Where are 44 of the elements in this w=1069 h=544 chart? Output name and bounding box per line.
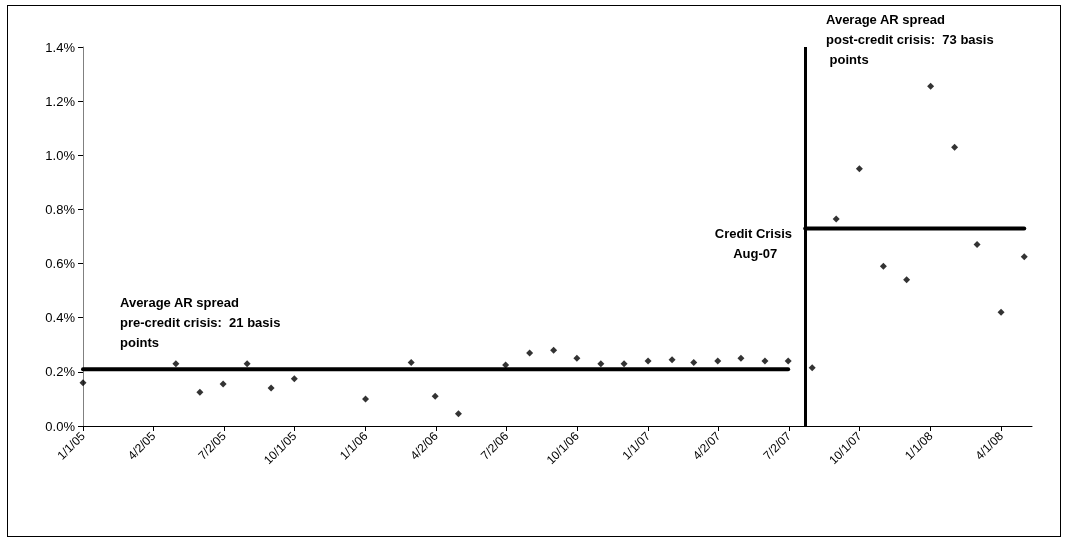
y-tick-label: 1.0% (45, 147, 76, 163)
y-tick-label: 1.2% (45, 93, 76, 109)
point (243, 360, 251, 368)
point (172, 360, 180, 368)
point (784, 357, 792, 365)
point (973, 241, 981, 249)
point (855, 165, 863, 173)
y-tick-label: 0.8% (45, 201, 76, 217)
point (761, 357, 769, 365)
point (219, 380, 227, 388)
point (690, 358, 698, 366)
y-tick-label: 0.0% (45, 418, 76, 434)
point (526, 349, 534, 357)
point (927, 82, 935, 90)
point (550, 346, 558, 354)
point (808, 364, 816, 372)
point (620, 360, 628, 368)
point (832, 215, 840, 223)
point (879, 262, 887, 270)
annotation: Average AR spread post-credit crisis: 73 basis points (826, 11, 994, 67)
point (454, 410, 462, 418)
point (997, 308, 1005, 316)
annotation: Average AR spread pre-credit crisis: 21 basis points (120, 294, 285, 350)
point (597, 360, 605, 368)
point (951, 143, 959, 151)
point (196, 388, 204, 396)
point (668, 356, 676, 364)
point (407, 358, 415, 366)
y-tick-label: 0.2% (45, 364, 76, 380)
y-tick-label: 1.4% (45, 39, 76, 55)
point (1020, 253, 1028, 261)
point (573, 354, 581, 362)
y-tick-label: 0.4% (45, 310, 76, 326)
point (714, 357, 722, 365)
y-tick-label: 0.6% (45, 256, 76, 272)
point (267, 384, 275, 392)
point (903, 276, 911, 284)
ref-line-label: Credit Crisis Aug-07 (714, 225, 796, 261)
point (362, 395, 370, 403)
point (290, 375, 298, 383)
point (737, 354, 745, 362)
point (79, 379, 87, 387)
point (431, 392, 439, 400)
point (644, 357, 652, 365)
